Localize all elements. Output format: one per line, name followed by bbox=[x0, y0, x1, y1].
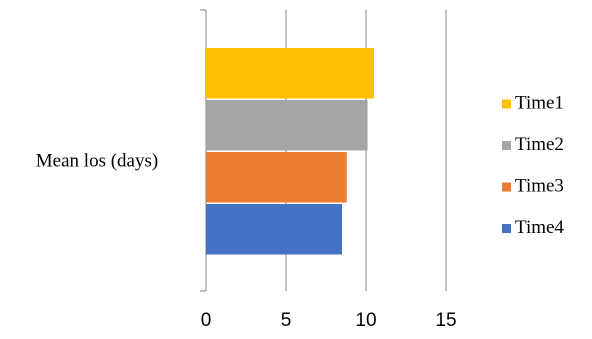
x-axis-ticks: 0 5 10 15 bbox=[201, 310, 457, 331]
legend-swatch bbox=[502, 224, 511, 233]
legend-swatch bbox=[502, 141, 511, 150]
x-tick-label: 0 bbox=[201, 310, 212, 331]
bar-time1 bbox=[206, 48, 374, 99]
legend-label: Time2 bbox=[515, 134, 564, 155]
x-tick-label: 5 bbox=[281, 310, 292, 331]
bars bbox=[206, 48, 374, 255]
bar-time3 bbox=[206, 152, 347, 203]
legend-swatch bbox=[502, 182, 511, 192]
category-label: Mean los (days) bbox=[36, 150, 158, 171]
bar-time2 bbox=[206, 100, 368, 151]
legend: Time1 Time2 Time3 Time4 bbox=[502, 92, 564, 238]
legend-label: Time4 bbox=[515, 217, 564, 238]
legend-label: Time3 bbox=[515, 175, 564, 196]
bar-time4 bbox=[206, 204, 342, 255]
axes bbox=[200, 9, 207, 292]
x-tick-label: 15 bbox=[435, 310, 456, 331]
legend-label: Time1 bbox=[515, 92, 564, 113]
legend-swatch bbox=[502, 99, 511, 109]
x-tick-label: 10 bbox=[355, 310, 376, 331]
